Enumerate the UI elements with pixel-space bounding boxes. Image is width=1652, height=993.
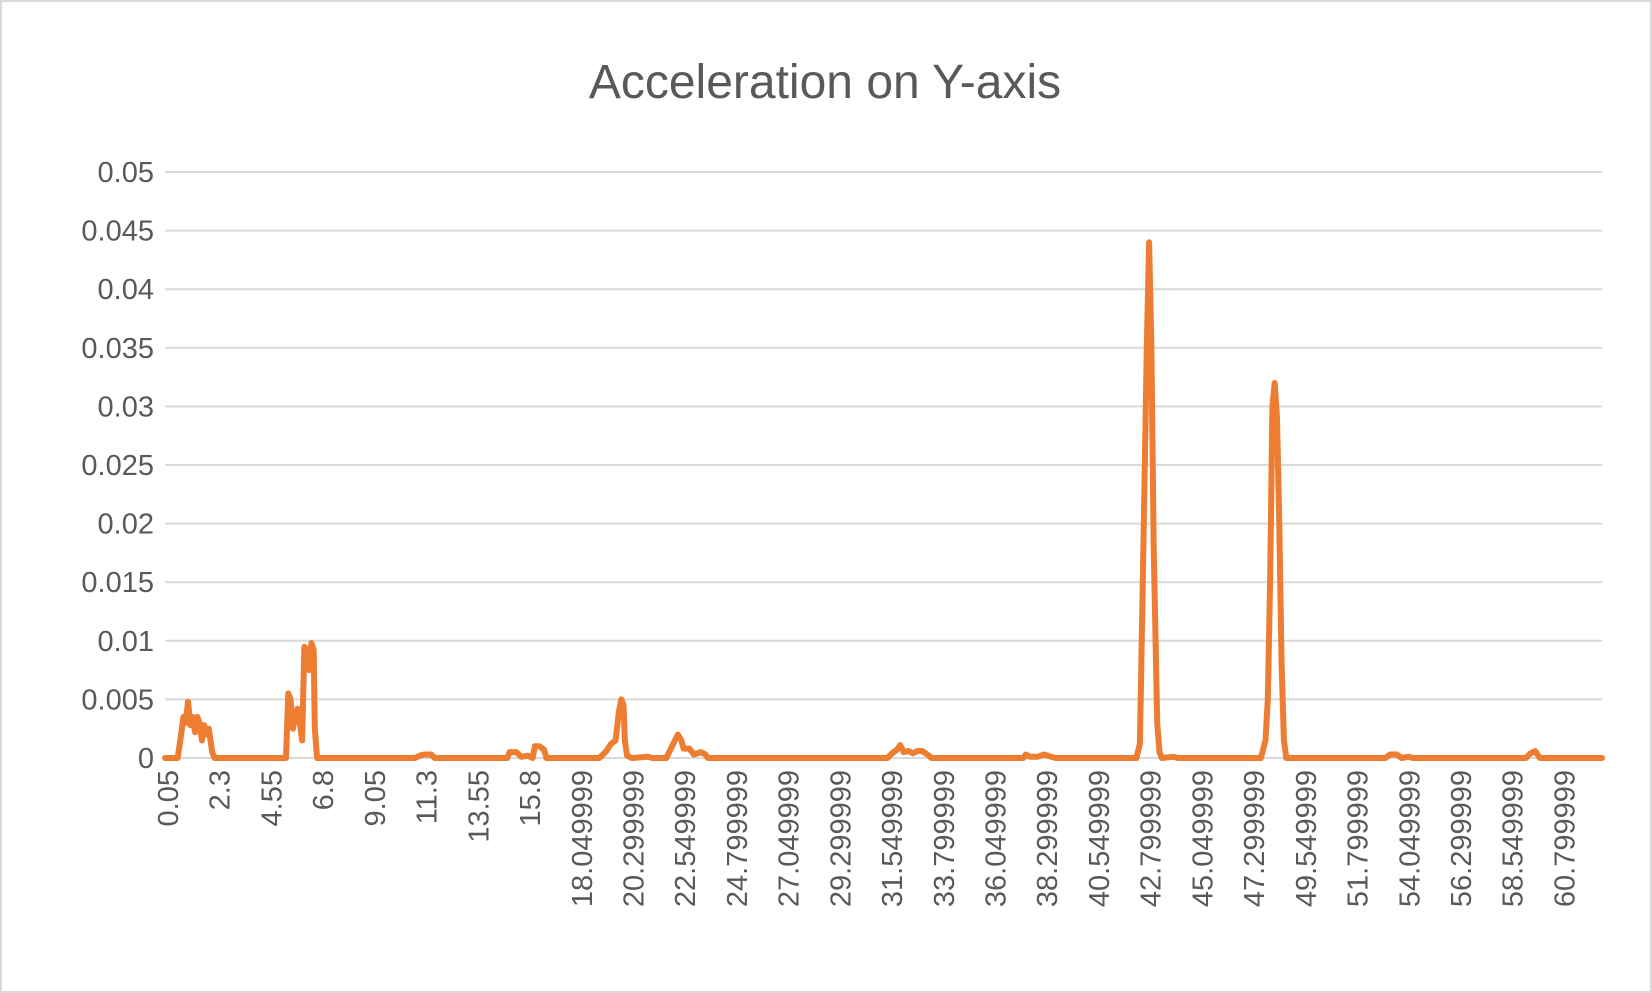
- x-tick-label: 11.3: [412, 770, 444, 824]
- x-tick-label: 38.299999: [1032, 770, 1064, 907]
- y-tick-label: 0.05: [98, 157, 154, 189]
- x-tick-label: 9.05: [360, 770, 392, 826]
- x-tick-label: 33.799999: [929, 770, 961, 907]
- series-line: [162, 239, 1605, 761]
- x-tick-label: 36.049999: [981, 770, 1013, 907]
- x-tick-label: 6.8: [308, 770, 340, 810]
- x-tick-label: 51.799999: [1343, 770, 1375, 907]
- x-tick-label: 27.049999: [774, 770, 806, 907]
- x-tick-label: 2.3: [205, 770, 237, 810]
- gridlines: [165, 171, 1602, 759]
- series-layer: [162, 239, 1605, 761]
- x-tick-label: 31.549999: [877, 770, 909, 907]
- y-tick-label: 0.015: [81, 567, 154, 599]
- y-tick-label: 0.03: [98, 391, 154, 423]
- x-tick-label: 13.55: [463, 770, 495, 843]
- x-tick-label: 24.799999: [722, 770, 754, 907]
- y-tick-label: 0.02: [98, 509, 154, 541]
- x-tick-label: 4.55: [256, 770, 288, 826]
- x-tick-label: 22.549999: [670, 770, 702, 907]
- x-tick-label: 18.049999: [567, 770, 599, 907]
- x-tick-label: 45.049999: [1187, 770, 1219, 907]
- x-tick-label: 0.05: [153, 770, 185, 826]
- y-tick-label: 0.025: [81, 450, 154, 482]
- chart-title: Acceleration on Y-axis: [589, 56, 1061, 109]
- x-tick-label: 56.299999: [1446, 770, 1478, 907]
- x-tick-label: 58.549999: [1498, 770, 1530, 907]
- x-tick-label: 49.549999: [1291, 770, 1323, 907]
- y-tick-label: 0.005: [81, 684, 154, 716]
- x-tick-label: 60.799999: [1549, 770, 1581, 907]
- x-tick-label: 20.299999: [618, 770, 650, 907]
- y-tick-label: 0: [138, 743, 154, 775]
- y-axis-ticks: 0 0.005 0.01 0.015 0.02 0.025 0.03 0.035 0.04 0.0…: [81, 157, 154, 775]
- x-tick-label: 29.299999: [825, 770, 857, 907]
- y-tick-label: 0.045: [81, 216, 154, 248]
- x-tick-label: 40.549999: [1084, 770, 1116, 907]
- y-tick-label: 0.01: [98, 626, 154, 658]
- y-tick-label: 0.035: [81, 333, 154, 365]
- y-tick-label: 0.04: [98, 274, 154, 306]
- x-tick-label: 54.049999: [1394, 770, 1426, 907]
- x-axis-ticks: 0.05 2.3 4.55 6.8 9.05 11.3 13.55 15.8 18.049999…: [153, 770, 1581, 907]
- x-tick-label: 15.8: [515, 770, 547, 826]
- x-tick-label: 42.799999: [1136, 770, 1168, 907]
- x-tick-label: 47.299999: [1239, 770, 1271, 907]
